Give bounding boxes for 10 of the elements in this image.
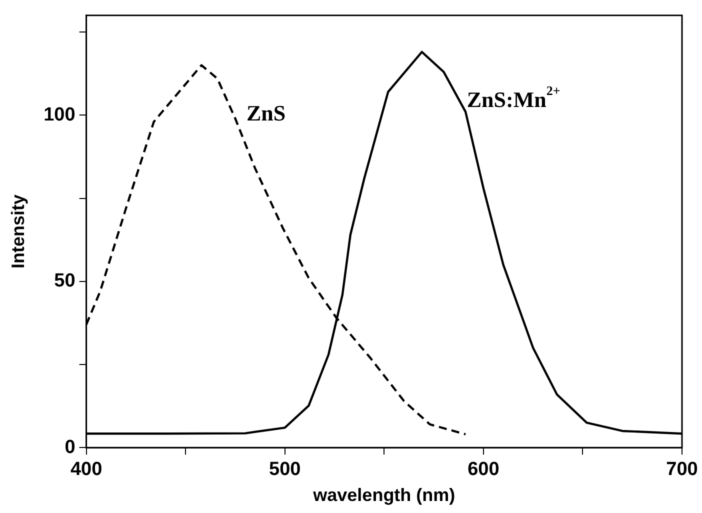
y-tick-label: 0 bbox=[64, 436, 76, 458]
y-tick-label: 50 bbox=[54, 270, 76, 292]
x-tick-label: 400 bbox=[70, 459, 102, 480]
y-tick-label: 100 bbox=[44, 104, 76, 126]
x-axis-title: wavelength (nm) bbox=[312, 485, 456, 506]
series-label: ZnS bbox=[246, 100, 286, 126]
y-axis-title: Intensity bbox=[8, 194, 28, 269]
x-tick-label: 700 bbox=[666, 459, 698, 480]
x-tick-label: 600 bbox=[468, 459, 500, 480]
x-tick-label: 500 bbox=[269, 459, 301, 480]
